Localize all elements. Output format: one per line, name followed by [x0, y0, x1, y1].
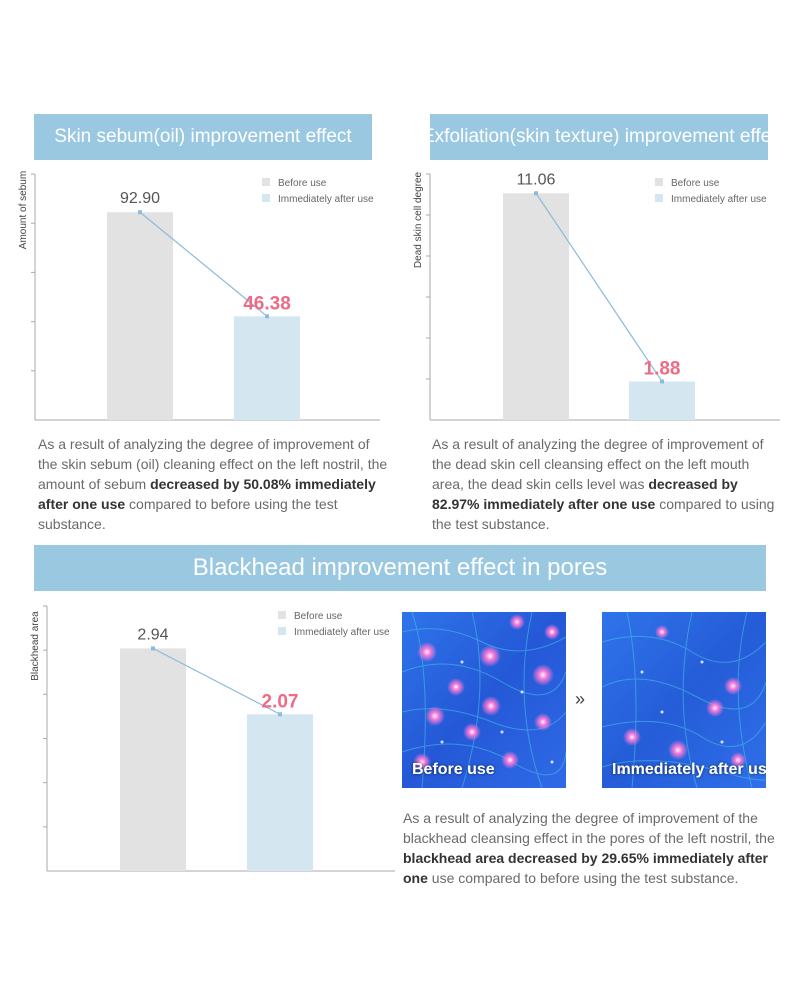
bar-before-use	[120, 648, 186, 871]
before-use-photo: Before use	[402, 612, 566, 788]
sebum-banner-title: Skin sebum(oil) improvement effect	[54, 126, 352, 147]
value-label-before-use: 92.90	[120, 190, 160, 207]
blackhead-description: As a result of analyzing the degree of i…	[403, 810, 775, 886]
point-before-use	[151, 646, 155, 651]
blackhead-banner: Blackhead improvement effect in pores	[34, 545, 766, 591]
value-label-after-use: 1.88	[644, 358, 681, 379]
legend-label-before: Before use	[294, 611, 343, 622]
double-chevron-right-icon: »	[575, 689, 586, 709]
bar-after-use	[234, 316, 300, 420]
exfoliation-banner-title: Exfoliation(skin texture) improvement ef…	[430, 126, 768, 147]
bar-before-use	[503, 193, 569, 420]
legend-swatch-before	[655, 178, 663, 186]
bar-before-use	[107, 212, 173, 420]
legend-swatch-after	[278, 627, 286, 635]
legend-swatch-after	[262, 194, 270, 202]
sebum-chart: Amount of sebum 92.90 46.38 Before use Immed…	[18, 171, 380, 421]
y-axis-label: Amount of sebum	[18, 171, 29, 249]
bar-after-use	[247, 714, 313, 871]
blackhead-highlight: blackhead area decreased by 29.65% immed…	[403, 850, 768, 886]
exfoliation-chart: Dead skin cell degree 11.06 1.88 Before use…	[413, 171, 780, 421]
blackhead-banner-title: Blackhead improvement effect in pores	[192, 554, 608, 581]
sebum-banner: Skin sebum(oil) improvement effect	[34, 114, 372, 160]
legend-label-after: Immediately after use	[671, 194, 767, 205]
value-label-before-use: 2.94	[137, 626, 168, 643]
after-use-photo-label: Immediately after use	[612, 761, 766, 778]
point-after-use	[660, 379, 664, 384]
trend-line	[152, 647, 281, 715]
trend-line	[139, 211, 268, 317]
point-before-use	[534, 191, 538, 196]
legend-label-after: Immediately after use	[278, 194, 374, 205]
legend-label-before: Before use	[671, 178, 720, 189]
value-label-before-use: 11.06	[517, 171, 556, 188]
point-before-use	[138, 210, 142, 215]
exfoliation-highlight: decreased by 82.97% immediately after on…	[432, 476, 738, 512]
sebum-description: As a result of analyzing the degree of i…	[38, 436, 388, 532]
point-after-use	[278, 712, 282, 717]
trend-line	[535, 192, 663, 382]
legend-swatch-before	[262, 178, 270, 186]
exfoliation-banner: Exfoliation(skin texture) improvement ef…	[430, 114, 768, 160]
y-axis-label: Dead skin cell degree	[413, 171, 424, 268]
legend-swatch-before	[278, 611, 286, 619]
exfoliation-description: As a result of analyzing the degree of i…	[432, 436, 775, 532]
value-label-after-use: 2.07	[262, 691, 299, 712]
before-use-photo-label: Before use	[412, 761, 495, 778]
value-label-after-use: 46.38	[243, 293, 291, 314]
bar-after-use	[629, 381, 695, 420]
legend-label-after: Immediately after use	[294, 627, 390, 638]
blackhead-chart: Blackhead area 2.94 2.07 Before use Immediat…	[30, 605, 395, 872]
sebum-highlight: decreased by 50.08% immediately after on…	[38, 476, 376, 512]
legend-label-before: Before use	[278, 178, 327, 189]
after-use-photo: Immediately after use	[602, 612, 766, 788]
y-axis-label: Blackhead area	[30, 611, 41, 681]
point-after-use	[265, 314, 269, 319]
legend-swatch-after	[655, 194, 663, 202]
